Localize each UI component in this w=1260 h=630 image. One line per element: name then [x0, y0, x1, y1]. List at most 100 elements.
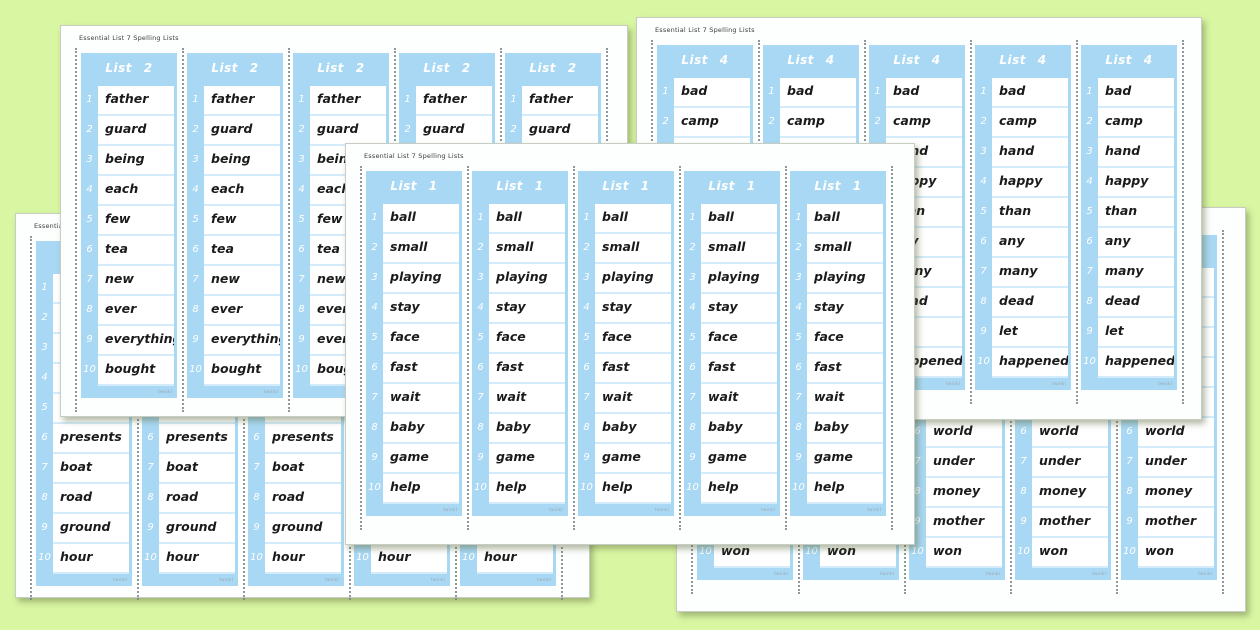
- spelling-word: small: [701, 234, 777, 264]
- row-number: 7: [1126, 456, 1133, 467]
- word-row: 2 small: [366, 234, 462, 264]
- spelling-word: playing: [383, 264, 459, 294]
- row-number: 9: [147, 522, 154, 533]
- spelling-word: face: [807, 324, 883, 354]
- row-number: 6: [477, 362, 484, 373]
- word-row: 10 hour: [142, 544, 238, 574]
- cut-line: [182, 48, 184, 412]
- word-row: 1 father: [81, 86, 177, 116]
- spelling-word: help: [701, 474, 777, 504]
- row-number: 1: [662, 86, 669, 97]
- spelling-word: father: [204, 86, 280, 116]
- row-number: 4: [86, 184, 93, 195]
- row-number: 10: [144, 552, 157, 563]
- word-row: 6 tea: [187, 236, 283, 266]
- spelling-word: hour: [265, 544, 341, 574]
- word-row: 10 hour: [460, 544, 556, 574]
- row-number: 6: [689, 362, 696, 373]
- spelling-word: dead: [992, 288, 1068, 318]
- row-number: 8: [795, 422, 802, 433]
- row-number: 2: [689, 242, 696, 253]
- row-number: 4: [795, 302, 802, 313]
- row-number: 5: [477, 332, 484, 343]
- row-number: 6: [41, 432, 48, 443]
- word-row: 5 than: [975, 198, 1071, 228]
- word-row: 6 presents: [36, 424, 132, 454]
- spelling-word: mother: [1138, 508, 1214, 538]
- row-number: 9: [192, 334, 199, 345]
- word-list-strip: List 1 1 ball 2 small 3 playing 4 stay 5 face 6 fast…: [578, 171, 674, 516]
- word-row: 6 tea: [81, 236, 177, 266]
- spelling-word: bad: [674, 78, 750, 108]
- word-row: 10 help: [684, 474, 780, 504]
- word-row: 1 ball: [366, 204, 462, 234]
- row-number: 7: [192, 274, 199, 285]
- row-number: 3: [477, 272, 484, 283]
- spelling-word: stay: [489, 294, 565, 324]
- spelling-word: any: [1098, 228, 1174, 258]
- spelling-word: camp: [674, 108, 750, 138]
- word-row: 3 hand: [975, 138, 1071, 168]
- row-number: 3: [689, 272, 696, 283]
- word-row: 9 ground: [142, 514, 238, 544]
- list-title: List 1: [496, 179, 544, 193]
- word-row: 1 father: [293, 86, 389, 116]
- row-number: 10: [911, 546, 924, 557]
- word-row: 4 stay: [684, 294, 780, 324]
- twinkl-watermark: twinkl: [443, 507, 457, 512]
- row-number: 10: [250, 552, 263, 563]
- twinkl-watermark: twinkl: [431, 577, 445, 582]
- row-number: 8: [371, 422, 378, 433]
- word-row: 7 under: [1121, 448, 1217, 478]
- spelling-word: road: [53, 484, 129, 514]
- row-number: 2: [1086, 116, 1093, 127]
- word-row: 9 ground: [248, 514, 344, 544]
- cut-line: [679, 166, 681, 530]
- word-row: 6 presents: [142, 424, 238, 454]
- spelling-word: under: [926, 448, 1002, 478]
- word-row: 7 under: [1015, 448, 1111, 478]
- word-row: 5 face: [472, 324, 568, 354]
- word-row: 2 guard: [81, 116, 177, 146]
- row-number: 7: [583, 392, 590, 403]
- row-number: 9: [914, 516, 921, 527]
- row-number: 1: [41, 282, 48, 293]
- spelling-word: presents: [265, 424, 341, 454]
- list-title: List 2: [317, 61, 365, 75]
- row-number: 10: [1083, 356, 1096, 367]
- row-number: 4: [980, 176, 987, 187]
- row-number: 1: [371, 212, 378, 223]
- word-row: 2 small: [578, 234, 674, 264]
- spelling-word: world: [926, 418, 1002, 448]
- word-row: 6 world: [909, 418, 1005, 448]
- row-number: 10: [805, 546, 818, 557]
- row-number: 7: [371, 392, 378, 403]
- row-number: 3: [583, 272, 590, 283]
- word-row: 10 won: [1121, 538, 1217, 568]
- word-row: 8 road: [142, 484, 238, 514]
- word-row: 2 camp: [1081, 108, 1177, 138]
- spelling-word: baby: [807, 414, 883, 444]
- spelling-word: won: [926, 538, 1002, 568]
- row-number: 9: [689, 452, 696, 463]
- word-list-strip: List 1 1 ball 2 small 3 playing 4 stay 5 face 6 fast…: [684, 171, 780, 516]
- word-row: 4 stay: [472, 294, 568, 324]
- row-number: 10: [1017, 546, 1030, 557]
- twinkl-watermark: twinkl: [325, 577, 339, 582]
- word-row: 8 ever: [81, 296, 177, 326]
- twinkl-watermark: twinkl: [986, 571, 1000, 576]
- word-list-strip: List 4 1 bad 2 camp 3 hand 4 happy 5 than 6 any 7 many…: [1081, 45, 1177, 390]
- spelling-word: world: [1138, 418, 1214, 448]
- sheet-title: Essential List 7 Spelling Lists: [364, 152, 464, 160]
- word-row: 8 baby: [578, 414, 674, 444]
- spelling-word: everything: [204, 326, 280, 356]
- word-row: 9 let: [975, 318, 1071, 348]
- word-row: 4 happy: [1081, 168, 1177, 198]
- spelling-word: than: [992, 198, 1068, 228]
- twinkl-watermark: twinkl: [113, 577, 127, 582]
- row-number: 7: [914, 456, 921, 467]
- word-row: 2 guard: [293, 116, 389, 146]
- word-row: 9 game: [472, 444, 568, 474]
- spelling-word: fast: [701, 354, 777, 384]
